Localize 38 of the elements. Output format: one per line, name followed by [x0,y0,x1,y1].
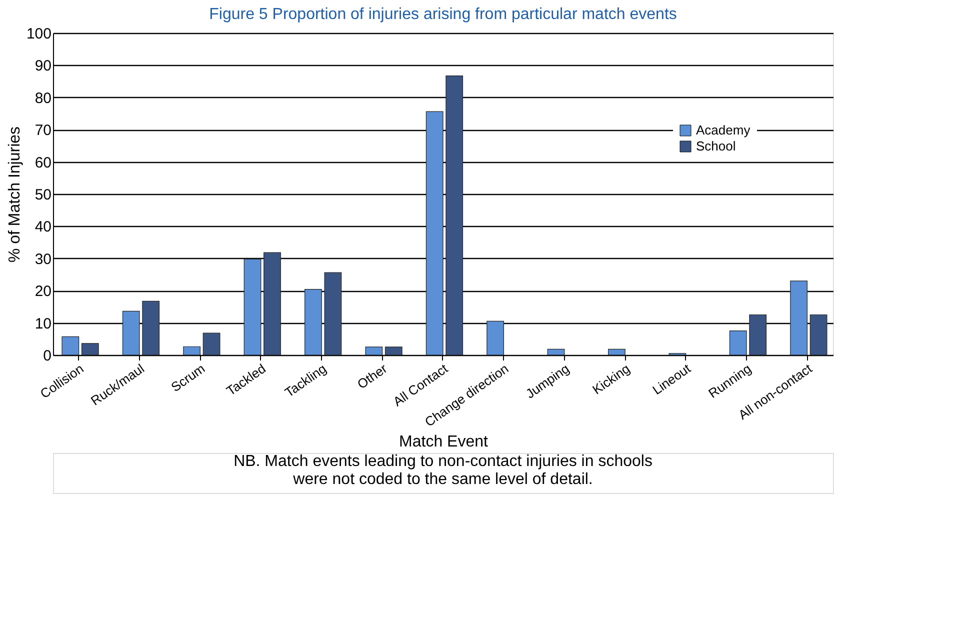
bar [81,343,99,356]
bar [244,258,262,356]
legend-label: Academy [696,122,751,138]
y-tick-label: 40 [34,218,52,236]
bar [608,348,626,356]
y-tick-label: 70 [34,122,52,140]
bar [729,330,747,356]
y-tick-label: 20 [34,283,52,300]
y-tick-label: 50 [34,186,52,204]
y-tick-label: 90 [34,58,52,75]
bar [304,289,322,356]
x-axis-title: Match Event [399,434,489,451]
y-tick-label: 80 [34,90,52,107]
bar [810,314,828,356]
bar [384,346,402,356]
y-tick-label: 10 [34,315,52,332]
bar [547,348,565,356]
bar [122,310,140,356]
y-tick-label: 60 [34,154,52,172]
text: NB. Match events leading to non-contact injuries in schools were not coded to the same level of detail. [234,453,652,488]
bar [324,272,342,356]
bar [142,300,160,356]
bar [264,252,281,356]
y-tick-label: 30 [34,250,52,268]
y-tick-label: 0 [43,348,52,364]
bar [62,336,80,356]
legend-label: School [696,138,736,154]
bar [365,346,383,356]
bar [749,314,767,356]
bar [486,320,504,356]
bar [790,280,808,356]
y-tick-label: 100 [26,26,52,42]
bar [446,76,464,356]
bar [426,111,444,356]
bar [183,346,200,356]
chart-title: Figure 5 Proportion of injuries arising from particular match events [209,6,677,23]
bar [202,332,220,356]
y-axis-title: % of Match Injuries [6,126,24,263]
